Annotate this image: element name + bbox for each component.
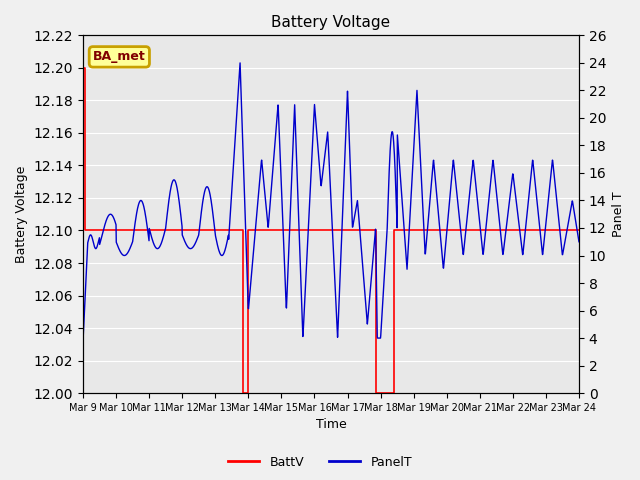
X-axis label: Time: Time	[316, 419, 346, 432]
Legend: BattV, PanelT: BattV, PanelT	[223, 451, 417, 474]
Text: BA_met: BA_met	[93, 50, 146, 63]
Title: Battery Voltage: Battery Voltage	[271, 15, 390, 30]
Y-axis label: Battery Voltage: Battery Voltage	[15, 166, 28, 263]
Y-axis label: Panel T: Panel T	[612, 192, 625, 237]
